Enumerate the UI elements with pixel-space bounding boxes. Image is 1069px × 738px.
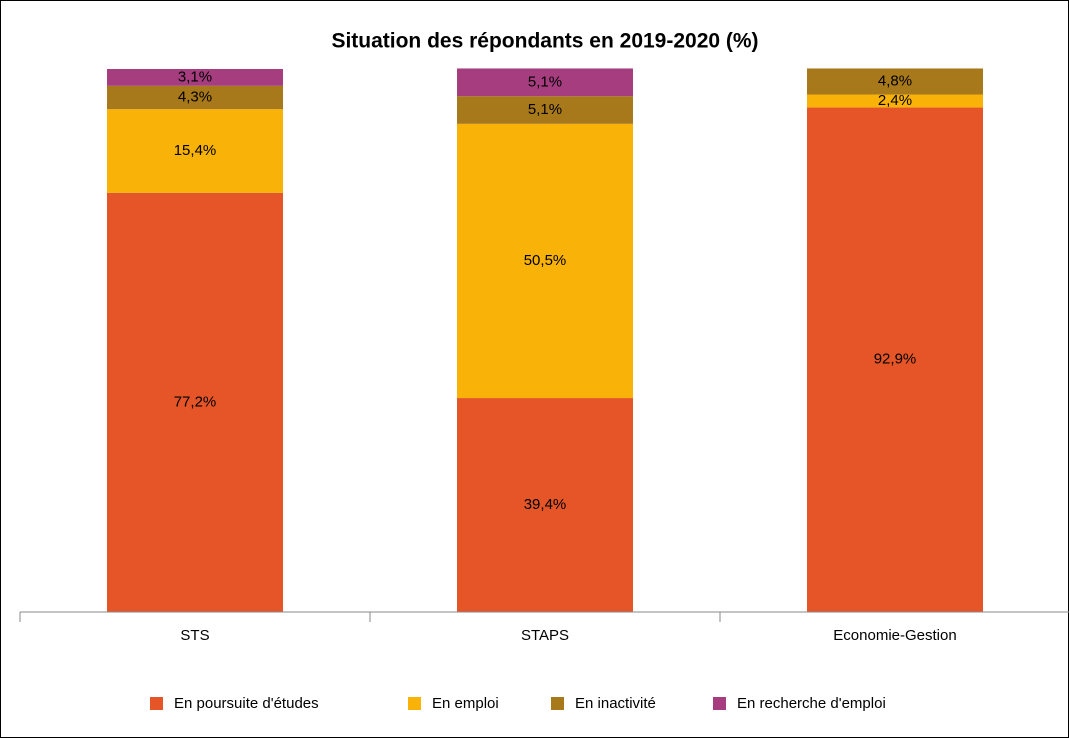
bar-segment [107,109,283,193]
data-label: 5,1% [528,101,562,118]
x-tick-label: Economie-Gestion [833,627,956,644]
bar-segment [457,96,633,124]
legend-label: En emploi [432,695,499,712]
legend-swatch [150,697,163,710]
chart-title: Situation des répondants en 2019-2020 (%… [331,30,758,53]
data-label: 2,4% [878,92,912,109]
x-tick-label: STAPS [521,627,569,644]
x-tick-label: STS [180,627,209,644]
bar-segment [457,123,633,399]
legend-swatch [408,697,421,710]
data-label: 4,3% [178,88,212,105]
bar-segment [457,398,633,612]
legend-label: En poursuite d'études [174,695,319,712]
legend-swatch [713,697,726,710]
data-label: 4,8% [878,72,912,89]
bar-segment [457,68,633,97]
data-label: 5,1% [528,73,562,90]
data-label: 50,5% [524,252,567,269]
bar-segment [807,68,983,95]
bar-segment [807,107,983,612]
legend-label: En recherche d'emploi [737,695,886,712]
data-label: 3,1% [178,68,212,85]
bar-segment [807,94,983,108]
data-label: 77,2% [174,393,217,410]
data-label: 39,4% [524,496,567,513]
data-label: 15,4% [174,142,217,159]
bar-segment [107,85,283,110]
legend-swatch [551,697,564,710]
bar-segment [107,69,283,86]
data-label: 92,9% [874,351,917,368]
legend-label: En inactivité [575,695,656,712]
bar-segment [107,192,283,612]
